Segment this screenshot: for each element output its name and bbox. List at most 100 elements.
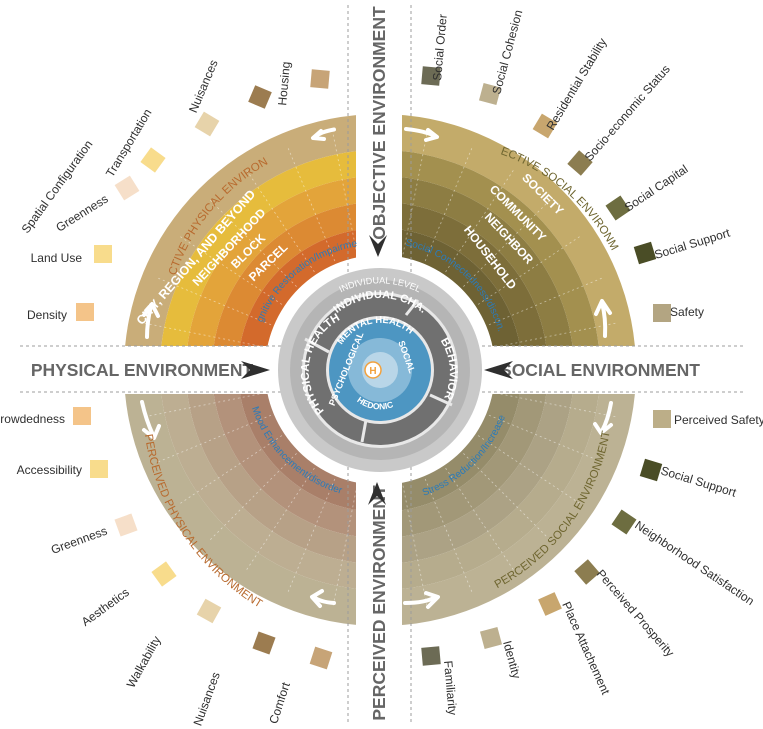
radial-line [402, 134, 428, 255]
core-circle [364, 361, 382, 379]
factor-label: Housing [275, 61, 293, 106]
social-environment-label: SOCIAL ENVIRONMENT [500, 360, 700, 380]
factor-label: Social Support [659, 463, 738, 499]
factor-swatch [73, 407, 91, 425]
factor-label: Social Order [430, 14, 450, 82]
arrow-right-up [600, 301, 608, 338]
factor-swatch [76, 303, 94, 321]
factor-swatch [114, 175, 140, 201]
ring-band [380, 370, 636, 626]
ring-band [124, 114, 380, 370]
factor-label: Identity [500, 639, 524, 680]
radial-line [424, 478, 473, 592]
radial-line [477, 236, 580, 305]
arrow-up-icon [368, 482, 386, 505]
core-h-label: H [369, 366, 376, 377]
factor-swatch [653, 410, 671, 428]
radial-line [332, 485, 358, 606]
radial-line [246, 467, 315, 570]
radial-line [287, 148, 336, 262]
factor-swatch [196, 598, 222, 624]
factor-swatch [151, 561, 177, 587]
factor-label: Neighborhood Satisfaction [632, 518, 757, 608]
radial-line [463, 453, 550, 540]
factor-label: Residential Stability [544, 36, 610, 133]
radial-line [463, 200, 550, 287]
center-dividers [304, 299, 453, 443]
factor-swatch [479, 626, 503, 650]
radial-line [158, 414, 272, 463]
objective-environment-label: OBJECTIVE ENVIRONMENT [369, 6, 389, 240]
radial-line [158, 277, 272, 326]
arrow-left-icon [484, 361, 513, 379]
factor-swatch [421, 66, 441, 86]
factor-label: Greenness [53, 192, 110, 235]
radial-line [287, 478, 336, 592]
radial-line [402, 485, 428, 606]
factor-swatch [310, 69, 330, 89]
flow-arrows [140, 127, 613, 609]
factor-label: Perceived Safety [674, 413, 763, 427]
factor-label: Density [27, 308, 67, 322]
center-disk [278, 268, 482, 472]
factor-swatch [114, 513, 138, 537]
factor-swatch [421, 646, 441, 666]
radial-line [180, 236, 283, 305]
radial-line [332, 134, 358, 255]
factor-label: Social Support [653, 225, 732, 261]
factor-label: Comfort [266, 680, 293, 726]
factor-swatch [194, 111, 220, 137]
factor-swatch [309, 646, 333, 670]
arrow-down-icon [369, 235, 387, 257]
factor-label: Nuisances [190, 670, 222, 727]
arrow-right-icon [241, 361, 270, 379]
radial-line [180, 435, 283, 504]
ring-band [380, 114, 636, 370]
factor-swatch [605, 195, 631, 221]
radial-line [210, 200, 297, 287]
radial-line [495, 392, 616, 418]
factor-swatch [248, 85, 272, 109]
ring-band [124, 370, 380, 626]
perceived-environment-label: PERCEIVED ENVIRONMENT [369, 485, 389, 721]
factor-swatch [639, 458, 663, 482]
factor-label: Place Attachement [559, 600, 613, 698]
physical-environment-label: PHYSICAL ENVIRONMENT [31, 360, 254, 380]
radial-line [246, 170, 315, 273]
factor-swatch [633, 241, 657, 265]
factor-label: Land Use [31, 251, 83, 265]
factor-label: Perceived Prosperity [594, 567, 677, 660]
radial-line [144, 322, 265, 348]
factor-label: Safety [670, 305, 704, 319]
radial-line [495, 322, 616, 348]
radial-line [144, 392, 265, 418]
radial-line [445, 170, 514, 273]
factor-label: Walkability [124, 634, 164, 691]
factor-label: Crowdedness [0, 412, 65, 426]
factor-swatch [94, 245, 112, 263]
pointer-arrows [241, 235, 513, 505]
arrow-left-down [140, 400, 155, 437]
radial-line [488, 414, 602, 463]
factor-label: Transportation [103, 106, 155, 179]
factor-label: Aesthetics [79, 585, 132, 629]
dashed-radial-lines [144, 134, 616, 606]
factor-label: Familiarity [441, 660, 460, 716]
radial-line [445, 467, 514, 570]
radial-line [477, 435, 580, 504]
factor-label: Social Cohesion [489, 8, 525, 95]
radial-line [210, 453, 297, 540]
factor-swatch [90, 460, 108, 478]
factor-swatch [653, 304, 671, 322]
factor-swatch [478, 82, 502, 106]
factor-swatch [532, 113, 558, 139]
factor-swatch [574, 559, 600, 585]
radial-line [488, 277, 602, 326]
factor-swatch [567, 150, 593, 176]
factor-swatch [140, 147, 166, 173]
factor-label: Nuisances [186, 58, 221, 115]
factor-label: Social Capital [622, 162, 691, 215]
arrow-bottom-right [403, 595, 438, 605]
factor-label: Greenness [49, 524, 109, 557]
